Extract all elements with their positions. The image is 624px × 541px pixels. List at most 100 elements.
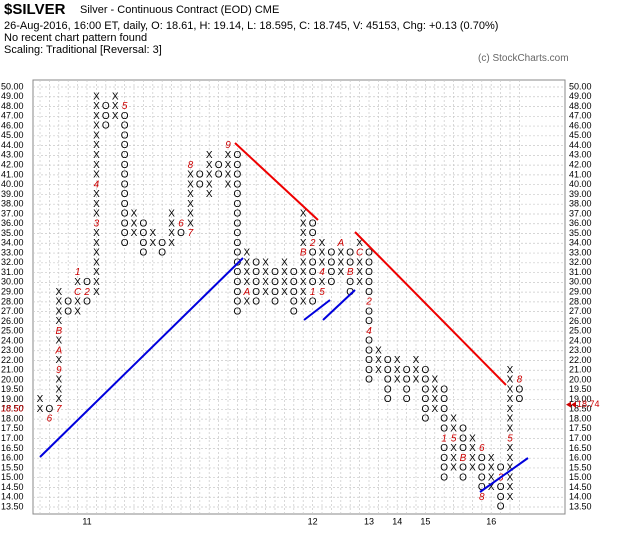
month-mark: 9 xyxy=(225,140,231,151)
x-box: X xyxy=(469,433,476,444)
x-box: X xyxy=(37,404,44,415)
y-tick-label: 21.00 xyxy=(569,365,592,375)
x-tick-label: 15 xyxy=(420,516,430,526)
o-box: O xyxy=(158,238,166,249)
month-mark: 1 xyxy=(75,267,81,278)
x-box: X xyxy=(243,257,250,268)
pnf-column: OO2 xyxy=(83,277,91,308)
x-box: X xyxy=(55,336,62,347)
month-mark: 7 xyxy=(188,228,194,239)
y-tick-label: 25.00 xyxy=(1,326,24,336)
y-tick-label: 47.00 xyxy=(1,111,24,121)
o-box: O xyxy=(384,365,392,376)
o-box: O xyxy=(403,365,411,376)
o-box: O xyxy=(234,277,242,288)
month-mark: 5 xyxy=(507,433,513,444)
y-tick-label: 16.50 xyxy=(1,443,24,453)
y-tick-label: 38.00 xyxy=(569,199,592,209)
x-box: X xyxy=(300,238,307,249)
x-box: X xyxy=(187,209,194,220)
y-tick-label: 36.00 xyxy=(1,218,24,228)
o-box: O xyxy=(234,150,242,161)
o-box: O xyxy=(328,277,336,288)
pnf-column: XXX xyxy=(394,355,401,386)
x-box: X xyxy=(93,257,100,268)
x-box: X xyxy=(337,267,344,278)
x-box: X xyxy=(375,355,382,366)
x-box: X xyxy=(337,248,344,259)
o-box: O xyxy=(309,228,317,239)
y-tick-label: 50.00 xyxy=(569,81,592,91)
y-tick-label: 14.00 xyxy=(1,492,24,502)
y-tick-label: 42.00 xyxy=(1,160,24,170)
y-tick-label: 37.00 xyxy=(569,208,592,218)
o-box: O xyxy=(422,384,430,395)
x-box: X xyxy=(262,287,269,298)
y-tick-label: 33.00 xyxy=(1,247,24,257)
o-box: O xyxy=(234,287,242,298)
o-box: O xyxy=(234,228,242,239)
pnf-column: XXX xyxy=(131,209,138,240)
y-tick-label: 35.00 xyxy=(569,228,592,238)
x-box: X xyxy=(431,404,438,415)
credit: (c) StockCharts.com xyxy=(478,53,569,64)
x-box: X xyxy=(74,297,81,308)
pnf-column: OOOO3 xyxy=(497,463,505,513)
pnf-column: OOOOOOOOOOOOOOOOO xyxy=(234,150,242,317)
o-box: O xyxy=(422,414,430,425)
x-box: X xyxy=(375,345,382,356)
o-box: O xyxy=(252,267,260,278)
y-tick-label: 37.00 xyxy=(1,208,24,218)
y-tick-label: 46.00 xyxy=(1,120,24,130)
o-box: O xyxy=(290,287,298,298)
o-box: O xyxy=(440,472,448,483)
o-box: O xyxy=(177,228,185,239)
o-box: O xyxy=(497,463,505,474)
pnf-column: OO xyxy=(215,160,223,181)
o-box: O xyxy=(384,384,392,395)
x-box: X xyxy=(93,238,100,249)
o-box: O xyxy=(121,140,129,151)
o-box: O xyxy=(328,267,336,278)
x-box: X xyxy=(507,375,514,386)
pnf-column: O6 xyxy=(46,404,54,425)
x-box: X xyxy=(281,277,288,288)
y-tick-label: 40.00 xyxy=(1,179,24,189)
x-box: X xyxy=(55,384,62,395)
x-box: X xyxy=(507,463,514,474)
o-box: O xyxy=(140,228,148,239)
y-tick-label: 13.50 xyxy=(569,501,592,511)
month-mark: 6 xyxy=(178,218,184,229)
o-box: O xyxy=(234,306,242,317)
y-tick-label: 44.00 xyxy=(1,140,24,150)
y-tick-label: 21.00 xyxy=(1,365,24,375)
x-box: X xyxy=(149,228,156,239)
o-box: O xyxy=(309,257,317,268)
o-box: O xyxy=(365,345,373,356)
x-box: X xyxy=(55,306,62,317)
o-box: O xyxy=(365,375,373,386)
o-box: O xyxy=(121,170,129,181)
o-box: O xyxy=(328,257,336,268)
y-tick-label: 43.00 xyxy=(569,150,592,160)
x-box: X xyxy=(93,209,100,220)
o-box: O xyxy=(121,150,129,161)
y-tick-label: 19.00 xyxy=(569,394,592,404)
o-box: O xyxy=(234,199,242,210)
o-box: O xyxy=(64,297,72,308)
month-mark: 8 xyxy=(479,492,485,503)
y-tick-label: 39.00 xyxy=(1,189,24,199)
y-tick-label: 15.00 xyxy=(1,472,24,482)
o-box: O xyxy=(440,394,448,405)
x-box: X xyxy=(300,218,307,229)
o-box: O xyxy=(365,248,373,259)
x-box: X xyxy=(300,228,307,239)
x-box: X xyxy=(225,170,232,181)
x-box: X xyxy=(394,355,401,366)
y-tick-label: 18.00 xyxy=(1,413,24,423)
